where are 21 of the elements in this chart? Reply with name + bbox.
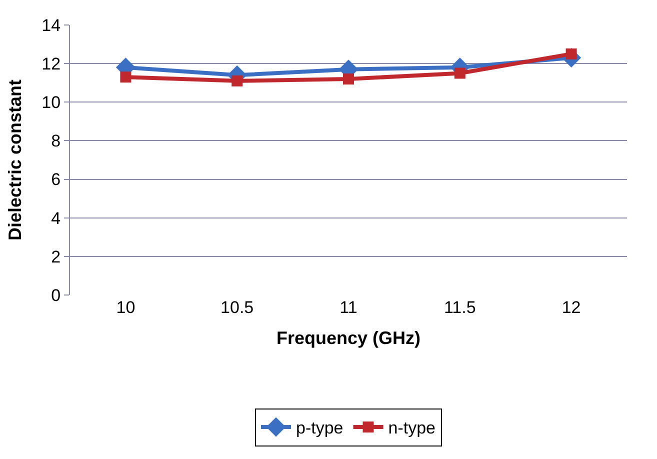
point bbox=[343, 74, 354, 84]
y-tick-label: 0 bbox=[51, 286, 61, 305]
y-tick-label: 12 bbox=[42, 54, 61, 74]
x-tick-label: 11 bbox=[340, 298, 358, 317]
point bbox=[120, 72, 132, 83]
point bbox=[232, 75, 243, 86]
y-axis-title: Dielectric constant bbox=[4, 79, 25, 241]
point bbox=[454, 68, 466, 79]
y-tick-label: 14 bbox=[42, 16, 61, 35]
legend-label: n-type bbox=[388, 418, 436, 438]
y-tick-label: 2 bbox=[51, 247, 61, 266]
x-tick-label: 11.5 bbox=[444, 298, 476, 317]
y-tick-label: 8 bbox=[51, 132, 61, 151]
x-axis-title: Frequency (GHz) bbox=[276, 328, 421, 348]
x-tick-label: 10.5 bbox=[220, 298, 254, 317]
y-tick-label: 4 bbox=[51, 208, 61, 228]
legend-label: p-type bbox=[296, 418, 344, 438]
x-tick-label: 10 bbox=[116, 298, 136, 317]
y-tick-label: 6 bbox=[51, 170, 61, 190]
x-tick-label: 12 bbox=[562, 298, 581, 317]
y-tick-label: 10 bbox=[42, 93, 61, 112]
